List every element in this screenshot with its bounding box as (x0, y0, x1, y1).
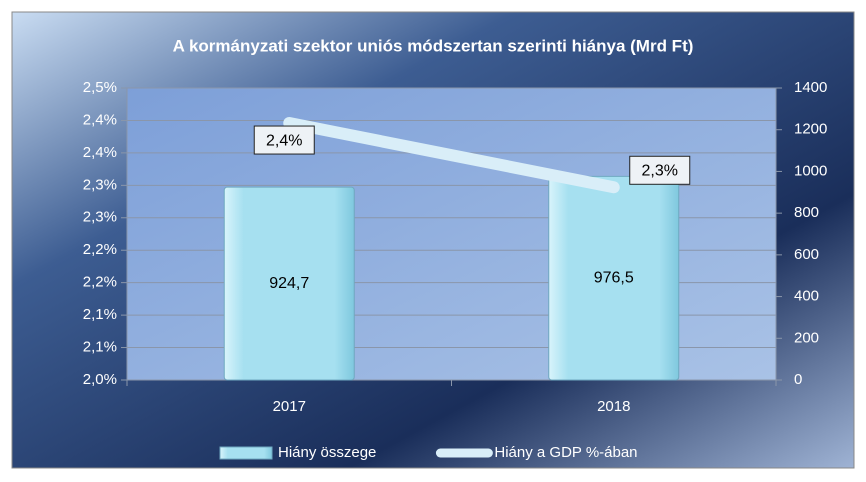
y-tick-label: 2,4% (83, 144, 117, 161)
y2-tick-label: 400 (794, 288, 819, 305)
legend-label: Hiány a GDP %-ában (494, 444, 637, 461)
y-tick-label: 2,3% (83, 176, 117, 193)
legend-label: Hiány összege (278, 444, 376, 461)
y-tick-label: 2,1% (83, 338, 117, 355)
y2-tick-label: 800 (794, 204, 819, 221)
y2-tick-label: 0 (794, 371, 802, 388)
y-tick-label: 2,2% (83, 274, 117, 291)
bar (548, 175, 680, 381)
chart-title: A kormányzati szektor uniós módszertan s… (173, 36, 694, 55)
y-tick-label: 2,2% (83, 241, 117, 258)
y2-tick-label: 600 (794, 246, 819, 263)
line-value-label: 2,4% (266, 132, 302, 149)
y-tick-label: 2,3% (83, 209, 117, 226)
y2-tick-label: 1200 (794, 121, 827, 138)
line-label-box (629, 155, 691, 185)
line-label-box (253, 125, 315, 155)
x-tick-label: 2018 (597, 398, 630, 415)
y-tick-label: 2,1% (83, 306, 117, 323)
y-tick-label: 2,0% (83, 371, 117, 388)
x-tick-label: 2017 (273, 398, 306, 415)
y-tick-label: 2,5% (83, 79, 117, 96)
legend-swatch (219, 446, 273, 460)
bar-value-label: 924,7 (269, 275, 309, 292)
bar (223, 186, 355, 381)
y2-tick-label: 1400 (794, 79, 827, 96)
y2-tick-label: 1000 (794, 162, 827, 179)
y2-tick-label: 200 (794, 329, 819, 346)
bar-value-label: 976,5 (594, 269, 634, 286)
line (283, 117, 620, 194)
line-value-label: 2,3% (642, 162, 678, 179)
y-tick-label: 2,4% (83, 111, 117, 128)
